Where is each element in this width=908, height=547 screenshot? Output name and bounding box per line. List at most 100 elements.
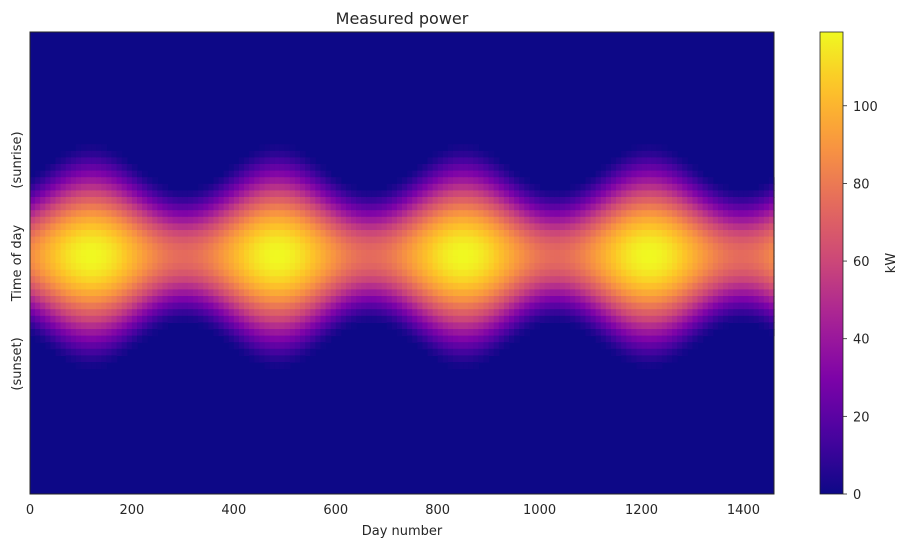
heatmap-cell bbox=[616, 177, 622, 185]
heatmap-cell bbox=[677, 342, 683, 350]
heatmap-cell bbox=[249, 335, 255, 343]
heatmap-cell bbox=[274, 263, 281, 271]
heatmap-cell bbox=[702, 236, 709, 244]
heatmap-cell bbox=[554, 210, 561, 218]
heatmap-cell bbox=[458, 216, 464, 224]
heatmap-cell bbox=[452, 177, 459, 185]
heatmap-cell bbox=[651, 362, 658, 370]
heatmap-cell bbox=[208, 197, 215, 205]
heatmap-cell bbox=[407, 243, 413, 251]
heatmap-cell bbox=[672, 210, 678, 218]
heatmap-cell bbox=[269, 249, 276, 257]
heatmap-cell bbox=[682, 256, 688, 264]
heatmap-cell bbox=[712, 183, 719, 191]
heatmap-cell bbox=[396, 249, 403, 257]
heatmap-cell bbox=[641, 177, 648, 185]
heatmap-cell bbox=[590, 210, 597, 218]
heatmap-cell bbox=[325, 223, 332, 231]
heatmap-cell bbox=[45, 289, 51, 297]
heatmap-cell bbox=[488, 177, 495, 185]
heatmap-cell bbox=[636, 236, 643, 244]
heatmap-cell bbox=[565, 269, 571, 277]
heatmap-cell bbox=[86, 335, 92, 343]
heatmap-cell bbox=[315, 276, 322, 284]
heatmap-cell bbox=[320, 276, 327, 284]
heatmap-cell bbox=[483, 216, 490, 224]
heatmap-cell bbox=[371, 282, 378, 290]
heatmap-cell bbox=[305, 183, 311, 191]
heatmap-cell bbox=[463, 223, 469, 231]
heatmap-cell bbox=[672, 150, 678, 158]
heatmap-cell bbox=[646, 150, 653, 158]
heatmap-cell bbox=[91, 249, 97, 257]
heatmap-cell bbox=[111, 230, 118, 238]
heatmap-cell bbox=[585, 256, 592, 264]
heatmap-cell bbox=[493, 190, 500, 198]
heatmap-cell bbox=[223, 322, 230, 330]
heatmap-cell bbox=[728, 315, 734, 323]
heatmap-cell bbox=[468, 243, 474, 251]
heatmap-cell bbox=[738, 210, 745, 218]
heatmap-cell bbox=[768, 236, 775, 244]
heatmap-cell bbox=[763, 282, 770, 290]
heatmap-cell bbox=[590, 276, 597, 284]
heatmap-cell bbox=[661, 216, 668, 224]
heatmap-cell bbox=[407, 236, 413, 244]
heatmap-cell bbox=[391, 263, 398, 271]
heatmap-cell bbox=[748, 197, 755, 205]
heatmap-cell bbox=[60, 197, 67, 205]
heatmap-cell bbox=[509, 223, 515, 231]
heatmap-cell bbox=[223, 170, 230, 178]
heatmap-cell bbox=[610, 296, 617, 304]
heatmap-cell bbox=[463, 144, 469, 152]
heatmap-cell bbox=[106, 335, 113, 343]
heatmap-cell bbox=[768, 322, 775, 330]
heatmap-cell bbox=[284, 348, 291, 356]
heatmap-cell bbox=[55, 190, 62, 198]
heatmap-cell bbox=[193, 236, 199, 244]
heatmap-cell bbox=[203, 322, 209, 330]
heatmap-cell bbox=[422, 223, 429, 231]
heatmap-cell bbox=[733, 309, 739, 317]
heatmap-cell bbox=[249, 203, 255, 211]
heatmap-cell bbox=[386, 223, 393, 231]
heatmap-cell bbox=[274, 289, 281, 297]
heatmap-cell bbox=[478, 177, 485, 185]
heatmap-cell bbox=[534, 216, 541, 224]
heatmap-cell bbox=[768, 302, 775, 310]
heatmap-cell bbox=[677, 309, 683, 317]
heatmap-cell bbox=[636, 289, 643, 297]
heatmap-cell bbox=[488, 315, 495, 323]
heatmap-cell bbox=[407, 335, 413, 343]
heatmap-cell bbox=[152, 203, 158, 211]
heatmap-cell bbox=[208, 282, 215, 290]
heatmap-cell bbox=[335, 216, 342, 224]
heatmap-cell bbox=[748, 236, 755, 244]
heatmap-cell bbox=[570, 230, 576, 238]
heatmap-cell bbox=[167, 197, 174, 205]
heatmap-cell bbox=[524, 249, 530, 257]
heatmap-cell bbox=[162, 236, 169, 244]
heatmap-cell bbox=[636, 256, 643, 264]
heatmap-cell bbox=[305, 289, 311, 297]
heatmap-cell bbox=[626, 243, 632, 251]
heatmap-cell bbox=[182, 276, 189, 284]
heatmap-cell bbox=[289, 269, 296, 277]
heatmap-cell bbox=[539, 203, 546, 211]
heatmap-cell bbox=[177, 243, 184, 251]
heatmap-cell bbox=[60, 210, 67, 218]
heatmap-cell bbox=[677, 157, 683, 165]
heatmap-cell bbox=[458, 170, 464, 178]
heatmap-cell bbox=[233, 223, 240, 231]
heatmap-cell bbox=[35, 197, 41, 205]
heatmap-cell bbox=[707, 216, 714, 224]
heatmap-cell bbox=[432, 282, 439, 290]
heatmap-cell bbox=[621, 236, 627, 244]
heatmap-cell bbox=[712, 210, 719, 218]
heatmap-cell bbox=[157, 322, 164, 330]
heatmap-cell bbox=[447, 355, 454, 363]
heatmap-cell bbox=[86, 302, 92, 310]
heatmap-cell bbox=[157, 269, 164, 277]
heatmap-cell bbox=[75, 243, 82, 251]
heatmap-cell bbox=[305, 342, 311, 350]
